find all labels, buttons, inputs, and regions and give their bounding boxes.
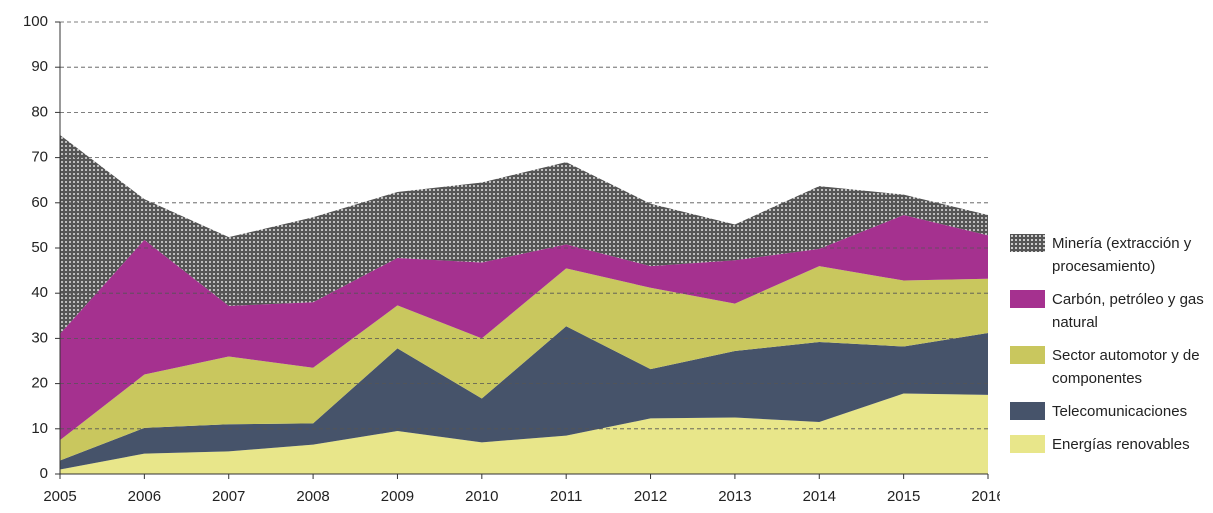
x-tick-label: 2007	[212, 488, 245, 505]
x-tick-label: 2013	[718, 488, 751, 505]
area	[60, 393, 988, 474]
area	[60, 135, 988, 334]
legend-swatch	[1010, 290, 1045, 308]
legend: Minería (extracción y procesamiento) Carb…	[1010, 232, 1210, 466]
y-tick-label: 100	[23, 13, 48, 30]
legend-label: Sector automotor y de componentes	[1052, 347, 1200, 387]
area	[60, 266, 988, 461]
y-tick-label: 20	[31, 375, 48, 392]
legend-item: Minería (extracción y procesamiento)	[1010, 232, 1210, 278]
legend-swatch	[1010, 435, 1045, 453]
legend-item: Sector automotor y de componentes	[1010, 344, 1210, 390]
legend-item: Telecomunicaciones	[1010, 400, 1210, 423]
x-tick-label: 2016	[971, 488, 1000, 505]
x-tick-label: 2014	[803, 488, 836, 505]
y-tick-label: 80	[31, 103, 48, 120]
legend-swatch	[1010, 234, 1045, 252]
y-tick-label: 70	[31, 149, 48, 166]
x-tick-label: 2008	[296, 488, 329, 505]
x-tick-label: 2011	[550, 488, 582, 505]
y-tick-label: 40	[31, 284, 48, 301]
area	[60, 215, 988, 441]
y-tick-label: 50	[31, 239, 48, 256]
legend-swatch	[1010, 346, 1045, 364]
y-tick-label: 30	[31, 329, 48, 346]
x-tick-label: 2009	[381, 488, 414, 505]
x-tick-label: 2012	[634, 488, 667, 505]
chart: 0 10 20 30 40 50 60 70 80 90 100 2005 2006 2007 2008 20…	[23, 13, 1000, 505]
legend-label: Energías renovables	[1052, 436, 1190, 453]
y-tick-label: 10	[31, 420, 48, 437]
legend-label: Telecomunicaciones	[1052, 403, 1188, 420]
y-tick-label: 90	[31, 58, 48, 75]
x-tick-label: 2010	[465, 488, 498, 505]
x-tick-label: 2005	[43, 488, 76, 505]
x-tick-label: 2015	[887, 488, 920, 505]
x-tick-label: 2006	[128, 488, 161, 505]
legend-swatch	[1010, 402, 1045, 420]
legend-item: Carbón, petróleo y gas natural	[1010, 288, 1210, 334]
y-tick-label: 0	[40, 465, 48, 482]
y-tick-label: 60	[31, 194, 48, 211]
area	[60, 326, 988, 470]
legend-label: Carbón, petróleo y gas natural	[1052, 291, 1204, 331]
legend-label: Minería (extracción y procesamiento)	[1052, 235, 1192, 275]
legend-item: Energías renovables	[1010, 433, 1210, 456]
